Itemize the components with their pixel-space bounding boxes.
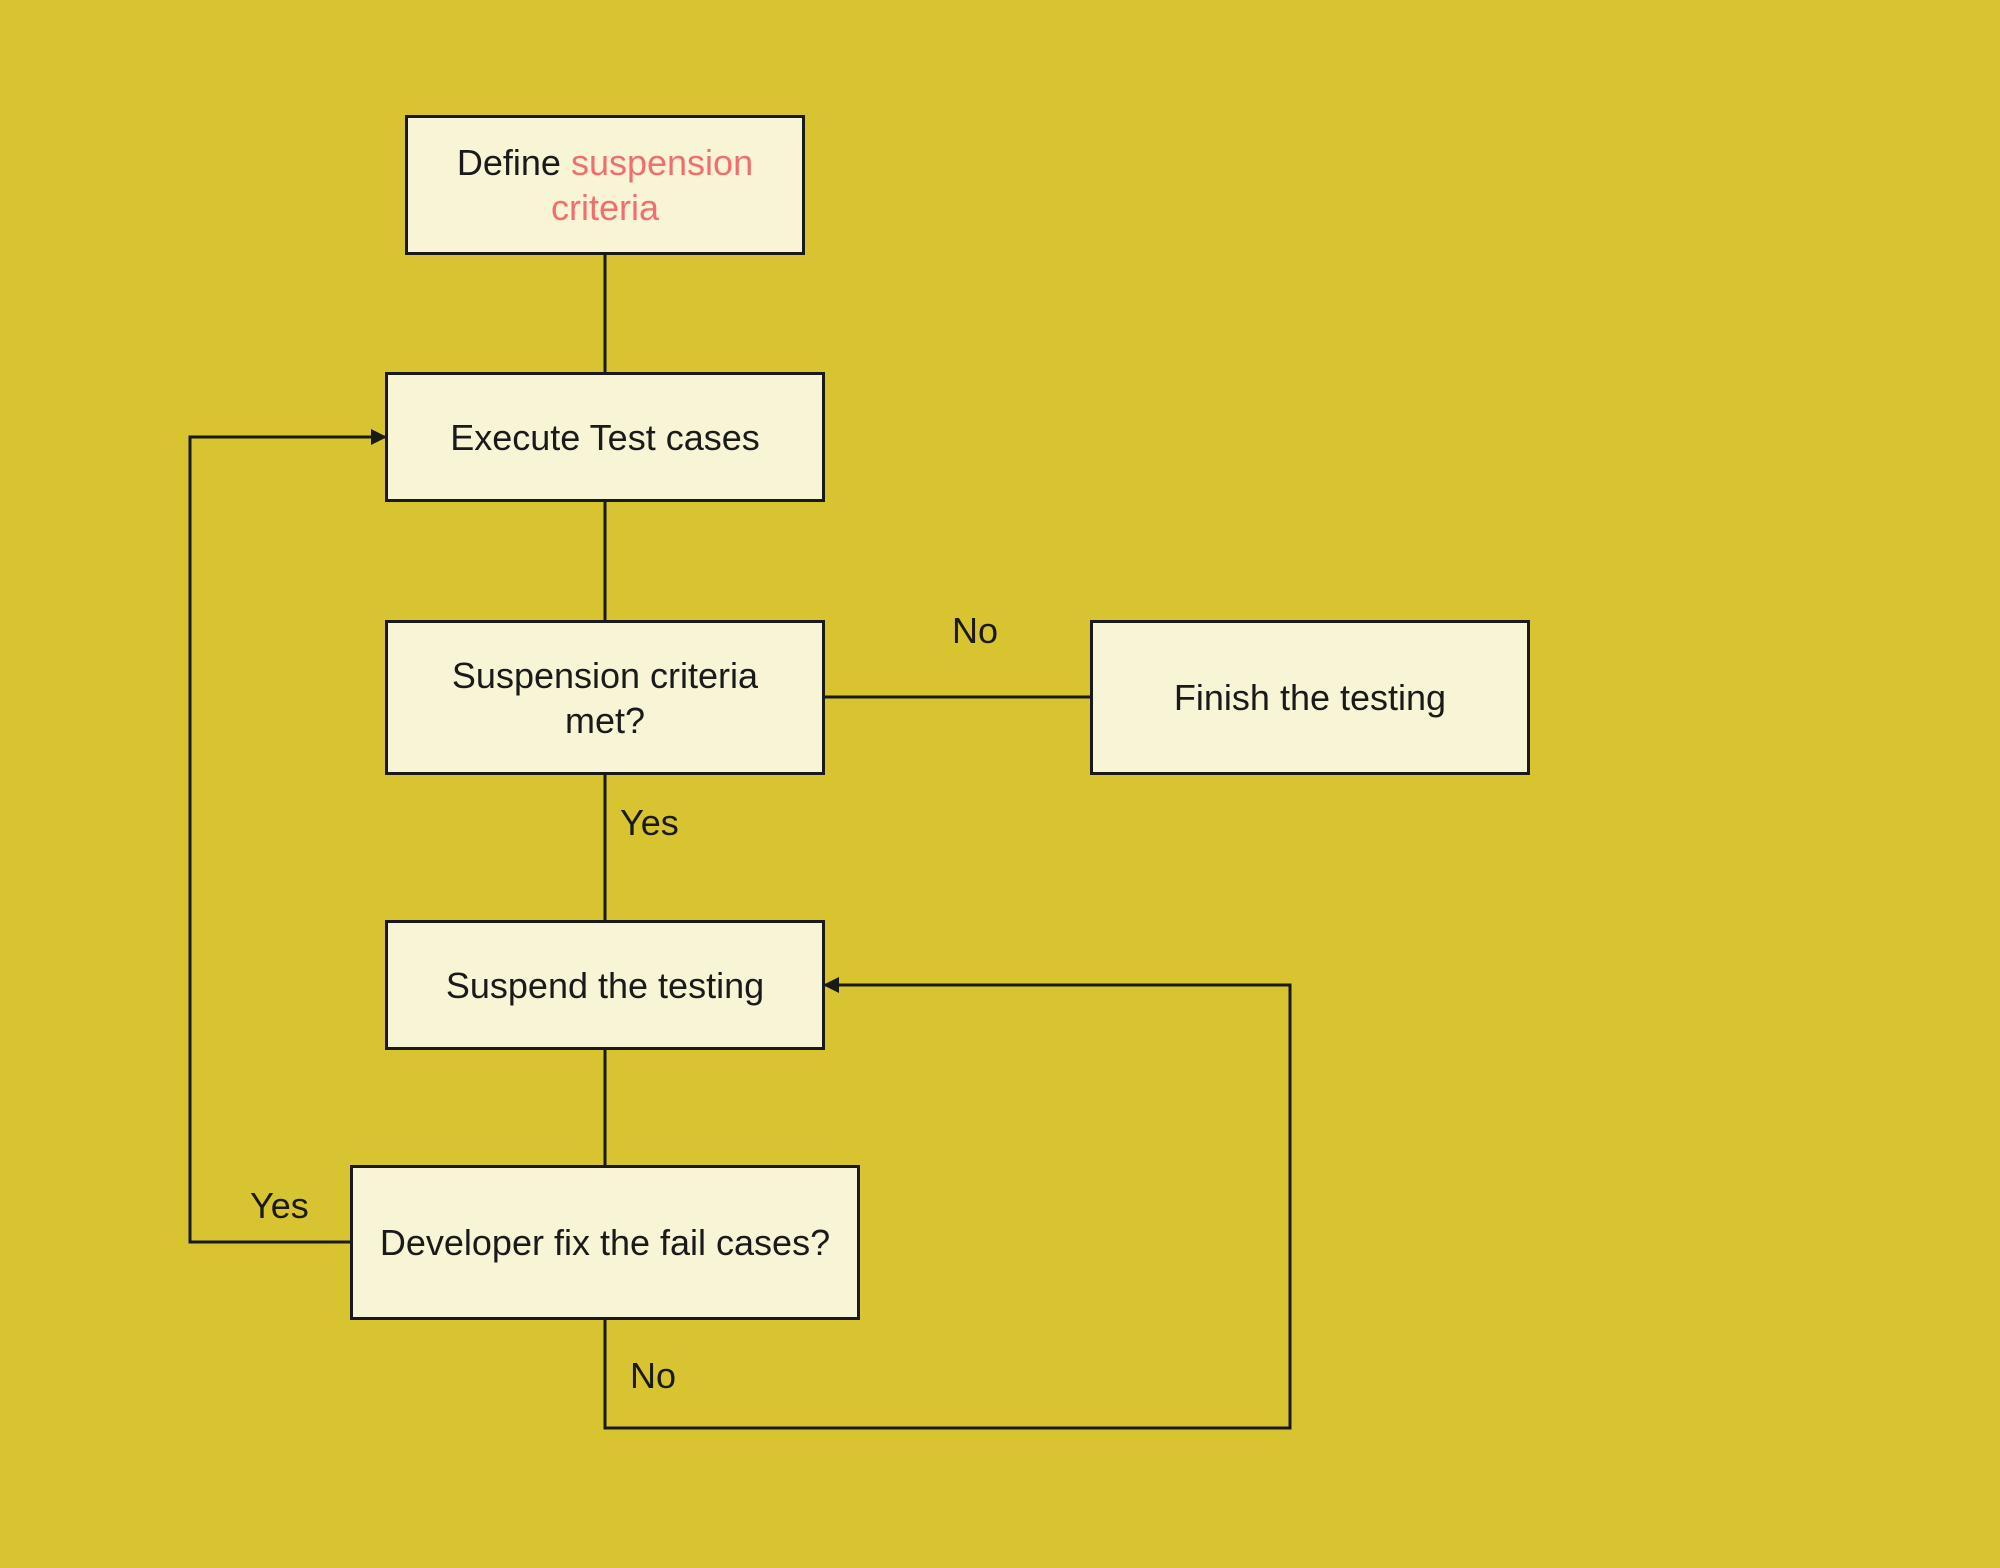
node-define-suspension-criteria: Define suspension criteria [405,115,805,255]
edge-label-yes-down: Yes [620,802,679,844]
edge-label-no-right: No [952,610,998,652]
flowchart-edges [0,0,2000,1568]
node-suspension-criteria-met: Suspension criteria met? [385,620,825,775]
node-define-accent: suspension criteria [551,142,753,228]
edge-label-no-bottom: No [630,1355,676,1397]
flowchart-canvas: Define suspension criteria Execute Test … [0,0,2000,1568]
edge-label-yes-left: Yes [250,1185,309,1227]
node-execute-label: Execute Test cases [450,415,760,460]
node-developer-fix-fail-cases: Developer fix the fail cases? [350,1165,860,1320]
node-execute-test-cases: Execute Test cases [385,372,825,502]
node-criteria-label: Suspension criteria met? [412,653,798,743]
node-devfix-label: Developer fix the fail cases? [380,1220,830,1265]
node-suspend-label: Suspend the testing [446,963,764,1008]
node-finish-testing: Finish the testing [1090,620,1530,775]
node-finish-label: Finish the testing [1174,675,1446,720]
node-suspend-testing: Suspend the testing [385,920,825,1050]
node-define-prefix: Define [457,142,571,183]
